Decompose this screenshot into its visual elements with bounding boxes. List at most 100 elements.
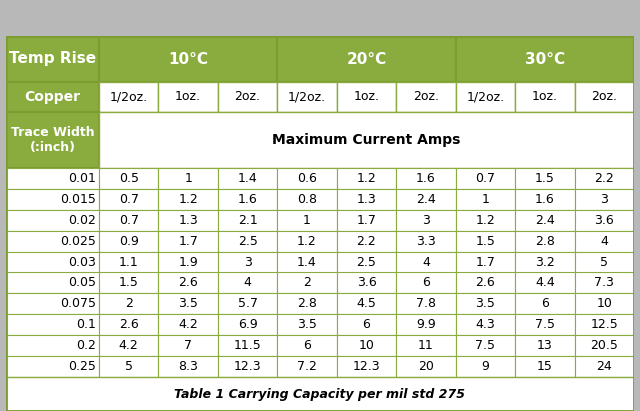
Text: 7.8: 7.8 xyxy=(416,297,436,310)
Text: 2: 2 xyxy=(125,297,132,310)
Text: 0.6: 0.6 xyxy=(297,172,317,185)
Bar xyxy=(158,231,218,252)
Text: 1.7: 1.7 xyxy=(476,256,495,268)
Text: 7.5: 7.5 xyxy=(535,318,555,331)
Bar xyxy=(218,293,277,314)
Bar xyxy=(515,168,575,189)
Text: 3.5: 3.5 xyxy=(178,297,198,310)
Text: 3: 3 xyxy=(244,256,252,268)
Bar xyxy=(218,314,277,335)
Text: 20°C: 20°C xyxy=(346,51,387,67)
Text: 2.2: 2.2 xyxy=(356,235,376,248)
Bar xyxy=(575,82,634,112)
Text: 5: 5 xyxy=(125,360,132,373)
Text: 2.8: 2.8 xyxy=(535,235,555,248)
Bar xyxy=(99,112,634,168)
Bar xyxy=(277,231,337,252)
Text: 2.6: 2.6 xyxy=(476,277,495,289)
Text: 2: 2 xyxy=(303,277,311,289)
Bar xyxy=(396,293,456,314)
Bar xyxy=(575,335,634,356)
Text: 6.9: 6.9 xyxy=(237,318,257,331)
Text: 1.2: 1.2 xyxy=(179,193,198,206)
Text: 4.4: 4.4 xyxy=(535,277,555,289)
Text: 1.3: 1.3 xyxy=(356,193,376,206)
Text: 1.6: 1.6 xyxy=(416,172,436,185)
Bar xyxy=(396,356,456,377)
Text: 10: 10 xyxy=(596,297,612,310)
Text: 5.7: 5.7 xyxy=(237,297,257,310)
Bar xyxy=(515,356,575,377)
Bar xyxy=(218,252,277,272)
Text: 1: 1 xyxy=(481,193,490,206)
Text: 0.015: 0.015 xyxy=(60,193,96,206)
Bar xyxy=(99,210,158,231)
Text: 1.9: 1.9 xyxy=(179,256,198,268)
Text: 3.3: 3.3 xyxy=(416,235,436,248)
Bar xyxy=(6,293,99,314)
Text: 10°C: 10°C xyxy=(168,51,208,67)
Bar xyxy=(158,356,218,377)
Text: 2.1: 2.1 xyxy=(237,214,257,227)
Bar xyxy=(396,314,456,335)
Bar xyxy=(337,189,396,210)
Text: 15: 15 xyxy=(537,360,553,373)
Text: 0.25: 0.25 xyxy=(68,360,96,373)
Bar xyxy=(575,272,634,293)
Bar xyxy=(158,82,218,112)
Bar xyxy=(575,252,634,272)
Text: Table 1 Carrying Capacity per mil std 275: Table 1 Carrying Capacity per mil std 27… xyxy=(175,388,465,400)
Bar xyxy=(515,293,575,314)
Bar xyxy=(99,293,158,314)
Bar xyxy=(277,252,337,272)
Text: 24: 24 xyxy=(596,360,612,373)
Bar xyxy=(277,314,337,335)
Text: 11.5: 11.5 xyxy=(234,339,262,352)
Bar xyxy=(456,189,515,210)
Text: 2oz.: 2oz. xyxy=(591,90,617,104)
Bar xyxy=(277,82,337,112)
Bar xyxy=(277,335,337,356)
Text: Temp Rise: Temp Rise xyxy=(9,51,96,67)
Text: 6: 6 xyxy=(541,297,548,310)
Bar xyxy=(515,210,575,231)
Bar xyxy=(575,231,634,252)
Text: 12.5: 12.5 xyxy=(590,318,618,331)
Bar xyxy=(277,168,337,189)
Bar xyxy=(218,210,277,231)
Text: 1: 1 xyxy=(303,214,311,227)
Text: 0.03: 0.03 xyxy=(68,256,96,268)
Text: 1.2: 1.2 xyxy=(476,214,495,227)
Text: 0.02: 0.02 xyxy=(68,214,96,227)
Bar xyxy=(456,335,515,356)
Bar xyxy=(218,231,277,252)
Text: 12.3: 12.3 xyxy=(353,360,380,373)
Bar xyxy=(337,293,396,314)
Bar xyxy=(456,168,515,189)
Bar xyxy=(277,210,337,231)
Text: 3.6: 3.6 xyxy=(595,214,614,227)
Bar xyxy=(456,82,515,112)
Bar xyxy=(6,112,99,168)
Text: Maximum Current Amps: Maximum Current Amps xyxy=(272,133,461,147)
Text: 11: 11 xyxy=(418,339,434,352)
Text: 2.2: 2.2 xyxy=(595,172,614,185)
Text: 30°C: 30°C xyxy=(525,51,565,67)
Bar xyxy=(6,272,99,293)
Bar xyxy=(218,335,277,356)
Bar xyxy=(337,314,396,335)
Bar xyxy=(456,314,515,335)
Text: 2.5: 2.5 xyxy=(356,256,376,268)
Text: 1/2oz.: 1/2oz. xyxy=(467,90,504,104)
Bar xyxy=(6,252,99,272)
Bar xyxy=(158,189,218,210)
Text: 1.7: 1.7 xyxy=(178,235,198,248)
Bar xyxy=(337,210,396,231)
Bar xyxy=(396,82,456,112)
Bar xyxy=(99,356,158,377)
Bar xyxy=(277,36,456,82)
Bar xyxy=(158,293,218,314)
Bar xyxy=(218,356,277,377)
Text: 5: 5 xyxy=(600,256,608,268)
Text: 13: 13 xyxy=(537,339,553,352)
